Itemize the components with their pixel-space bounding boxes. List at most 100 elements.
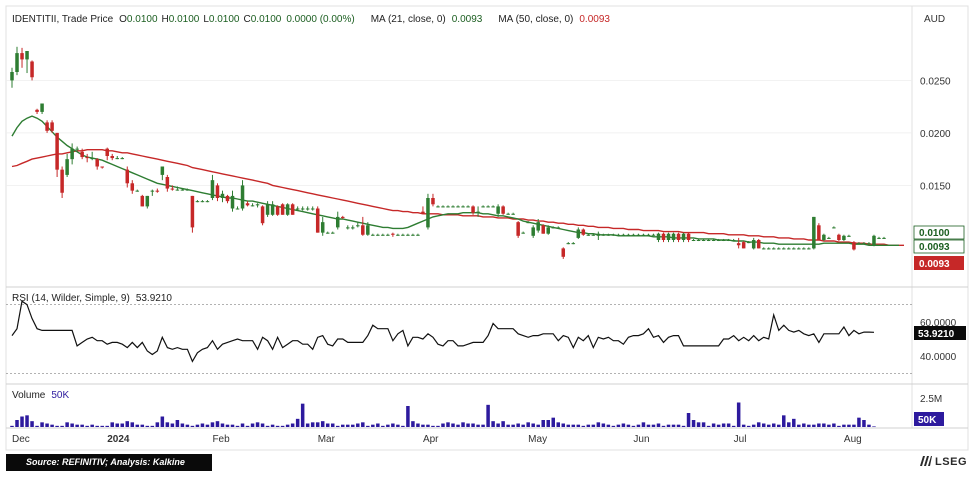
candle-body <box>20 53 24 60</box>
volume-bar <box>837 425 841 427</box>
candle-body <box>10 72 14 81</box>
ma21-legend-value: 0.0093 <box>452 14 483 25</box>
rsi-value-box <box>914 326 966 340</box>
volume-bar <box>461 422 465 427</box>
time-axis-labels: Dec 2024 Feb Mar Apr May Jun Jul Aug <box>12 434 862 445</box>
candle-body <box>837 234 841 240</box>
candle-body <box>777 248 781 250</box>
candle-body <box>25 51 29 60</box>
candle-body <box>135 190 140 192</box>
candle-body <box>255 204 260 206</box>
candle-body <box>501 206 505 214</box>
volume-bar <box>120 423 125 427</box>
candle-body <box>611 234 616 236</box>
rsi-tick-label: 60.0000 <box>920 318 957 329</box>
candle-body <box>812 216 816 249</box>
volume-bar <box>867 424 871 427</box>
volume-bar <box>240 423 245 427</box>
volume-bar <box>155 422 160 427</box>
volume-bar <box>857 417 861 427</box>
candle-body <box>706 240 711 241</box>
volume-bar <box>406 406 410 427</box>
candle-body <box>55 132 59 170</box>
candle-body <box>325 232 330 234</box>
candle-body <box>260 206 265 224</box>
candle-body <box>130 183 135 191</box>
price-tick-label: 0.0150 <box>920 181 951 192</box>
candle-body <box>681 233 686 240</box>
candle-body <box>346 227 350 229</box>
candle-body <box>546 227 550 234</box>
volume-bar <box>55 425 59 427</box>
volume-bar <box>782 415 786 427</box>
volume-bar <box>310 422 315 427</box>
volume-bar <box>611 425 616 427</box>
volume-bar <box>731 425 736 427</box>
volume-bar <box>847 424 851 427</box>
candle-body <box>215 185 220 198</box>
volume-bar <box>506 424 510 427</box>
candle-body <box>716 240 721 241</box>
volume-bar <box>215 421 220 427</box>
volume-bar <box>10 425 14 427</box>
volume-bar <box>125 421 130 427</box>
volume-bar <box>696 422 701 427</box>
volume-bar <box>100 425 104 427</box>
candle-body <box>862 243 866 245</box>
candle-body <box>160 166 165 175</box>
candle-body <box>175 189 180 191</box>
candle-body <box>526 222 530 224</box>
candle-body <box>471 206 475 213</box>
price-tick-label: 0.0250 <box>920 76 951 87</box>
candle-body <box>230 195 235 209</box>
candle-body <box>596 233 601 236</box>
volume-bar <box>376 423 380 427</box>
volume-bar <box>616 424 621 427</box>
candle-body <box>536 222 540 231</box>
volume-bar <box>361 422 365 427</box>
ma50-legend: MA (50, close, 0) <box>498 14 573 25</box>
volume-bar <box>80 424 84 427</box>
last-price-label: 0.0100 <box>913 225 965 240</box>
volume-bar <box>756 422 761 427</box>
candle-body <box>787 248 791 250</box>
candle-body <box>696 240 701 241</box>
volume-bar <box>651 424 656 427</box>
volume-bar <box>220 423 225 427</box>
time-axis-label: Jul <box>734 434 747 445</box>
volume-bar <box>676 424 681 427</box>
candle-body <box>621 234 626 236</box>
candle-body <box>270 204 275 215</box>
volume-bar <box>812 424 816 427</box>
volume-bar <box>491 421 495 427</box>
volume-bar <box>496 423 500 427</box>
symbol-label: IDENTITII, Trade Price <box>12 14 114 25</box>
last-price-box <box>913 225 965 240</box>
candle-body <box>220 193 225 198</box>
volume-bar <box>666 424 671 427</box>
volume-bar <box>205 424 210 427</box>
volume-bar <box>175 420 180 427</box>
volume-bar <box>802 423 806 427</box>
candle-body <box>496 206 500 214</box>
volume-bar <box>741 424 746 427</box>
candle-body <box>351 227 355 229</box>
candle-body <box>456 206 460 208</box>
candle-body <box>431 198 435 205</box>
volume-bar <box>170 423 175 427</box>
candle-body <box>35 109 39 112</box>
candle-body <box>731 240 736 241</box>
volume-bar <box>576 424 581 427</box>
candle-body <box>170 188 175 190</box>
ma50-legend-value: 0.0093 <box>579 14 610 25</box>
candle-body <box>70 148 74 160</box>
volume-bar <box>636 424 641 427</box>
ma21-price-box <box>913 239 965 254</box>
volume-bar <box>721 423 726 427</box>
candle-body <box>335 216 340 228</box>
volume-bar <box>85 425 89 427</box>
candle-body <box>210 180 215 198</box>
time-axis-label: Mar <box>318 434 336 445</box>
volume-bar <box>165 422 170 427</box>
volume-bar <box>290 423 295 427</box>
